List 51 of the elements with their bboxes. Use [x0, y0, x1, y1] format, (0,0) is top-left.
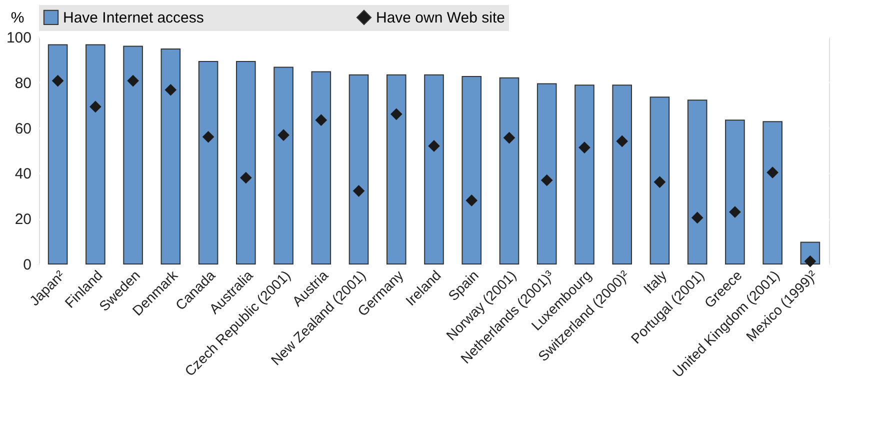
point — [315, 114, 328, 126]
bar — [123, 46, 143, 264]
point — [578, 142, 590, 154]
y-tick-label: 40 — [14, 166, 32, 183]
y-tick-label: 80 — [14, 74, 32, 92]
point — [729, 206, 741, 218]
bar — [574, 84, 594, 264]
point — [654, 176, 666, 188]
bar — [386, 74, 406, 264]
point — [127, 74, 139, 87]
y-axis-title: % — [10, 10, 24, 26]
point — [466, 194, 478, 206]
bar — [236, 61, 256, 264]
point — [428, 140, 440, 152]
bar — [725, 120, 745, 264]
point — [352, 184, 365, 197]
point — [240, 172, 252, 184]
bar — [160, 48, 181, 264]
bar — [274, 66, 294, 264]
point — [52, 74, 64, 87]
y-tick-label: 20 — [14, 211, 32, 228]
point — [766, 166, 778, 178]
point — [164, 84, 177, 96]
bar — [612, 84, 632, 264]
bar — [348, 74, 369, 264]
point — [90, 100, 102, 113]
point — [804, 255, 816, 268]
point — [691, 212, 704, 224]
point — [540, 174, 553, 186]
point — [390, 108, 402, 120]
x-tick-label: Italy — [640, 267, 670, 297]
point — [616, 135, 628, 148]
bar — [48, 44, 68, 264]
bar — [762, 121, 782, 264]
bar — [424, 74, 444, 264]
legend-label: Have own Web site — [376, 9, 505, 26]
bar — [86, 44, 106, 264]
y-tick-label: 0 — [23, 256, 32, 274]
bar — [650, 96, 670, 264]
bar — [687, 100, 708, 264]
legend-label: Have Internet access — [63, 9, 204, 26]
y-tick-label: 60 — [14, 120, 32, 138]
point — [503, 132, 516, 144]
y-tick-label: 100 — [6, 30, 32, 46]
bar — [499, 77, 520, 264]
bar — [536, 83, 557, 264]
bar — [198, 61, 218, 264]
bar — [462, 76, 482, 264]
bar — [311, 71, 332, 264]
point — [278, 129, 290, 141]
point — [202, 130, 214, 143]
